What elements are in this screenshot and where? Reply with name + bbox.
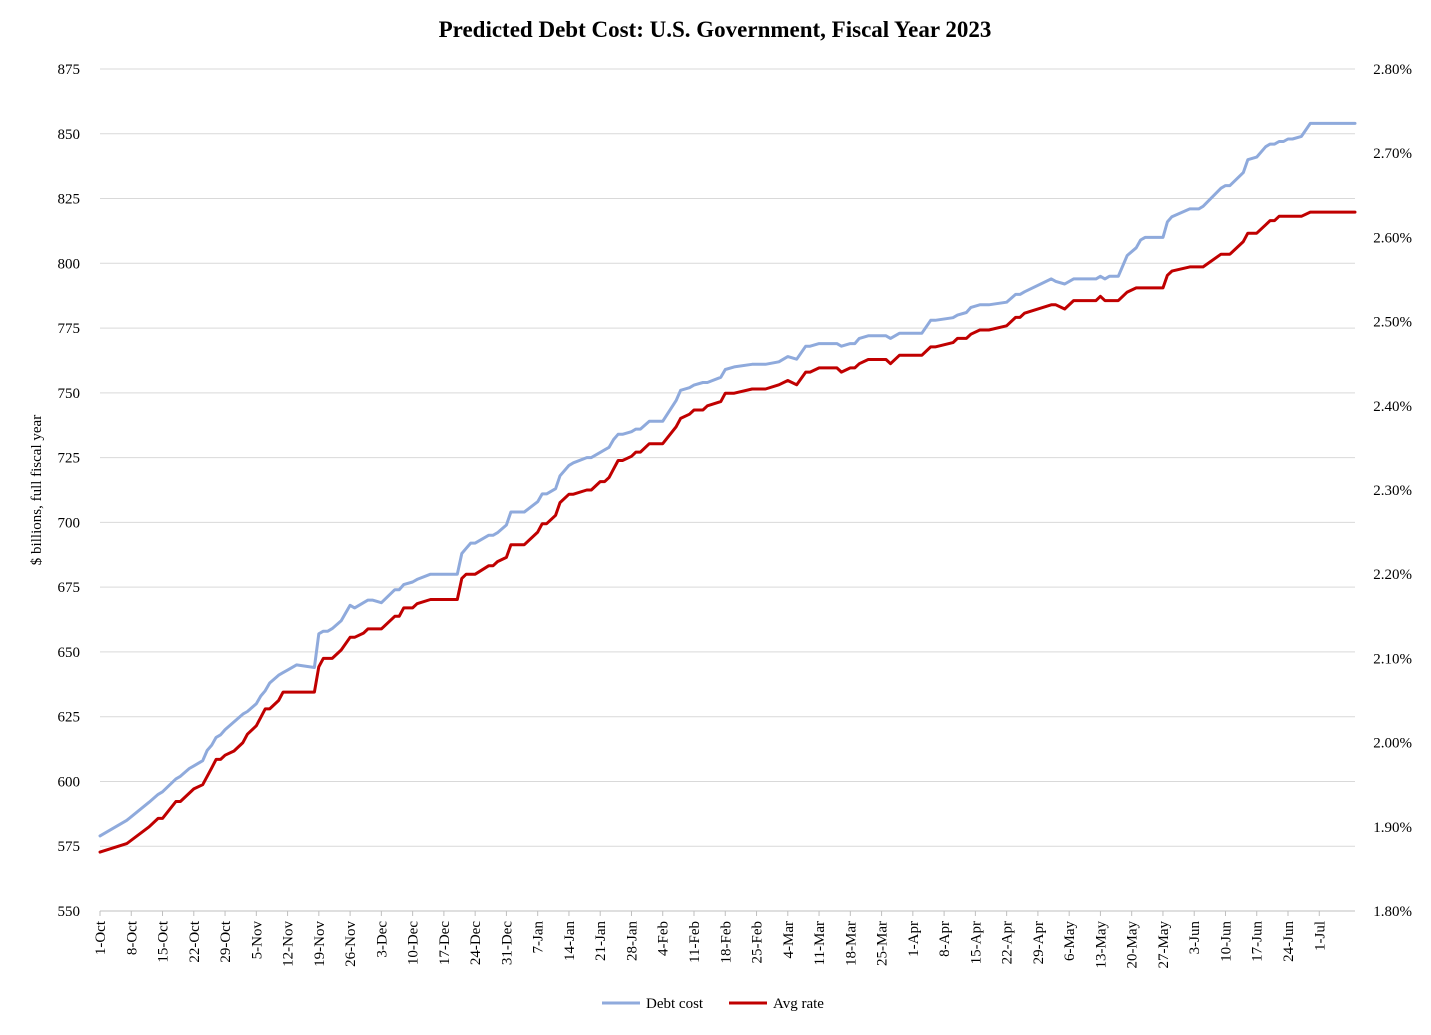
y-tick-label: 875 [58,62,81,78]
y-axis-ticks: 550 575 600 625 650 675 700 725 750 775 800 825 850 8… [58,62,81,920]
y-tick-label: 750 [58,386,81,402]
x-tick-label: 10-Dec [406,921,422,965]
y-tick-label: 550 [58,904,81,920]
y-tick-label: 825 [58,192,81,208]
y2-tick-label: 1.90% [1373,820,1412,836]
y2-tick-label: 2.80% [1373,62,1412,78]
y2-tick-label: 2.40% [1373,399,1412,415]
y2-tick-label: 2.30% [1373,483,1412,499]
x-tick-label: 22-Oct [187,920,203,962]
y-tick-label: 625 [58,710,81,726]
x-tick-label: 12-Nov [281,921,297,967]
series-lines [98,121,1357,854]
x-tick-label: 1-Oct [93,920,109,955]
x-tick-label: 4-Feb [656,921,672,956]
x-tick-label: 17-Dec [437,921,453,965]
chart-title: Predicted Debt Cost: U.S. Government, Fi… [439,17,992,42]
x-tick-label: 27-May [1156,921,1172,969]
y2-tick-label: 2.70% [1373,146,1412,162]
y2-tick-label: 2.10% [1373,651,1412,667]
y-tick-label: 575 [58,839,81,855]
x-tick-label: 13-May [1093,921,1109,969]
y-tick-label: 650 [58,645,81,661]
x-tick-label: 11-Feb [687,921,703,963]
x-tick-label: 4-Mar [781,921,797,959]
x-tick-label: 29-Oct [218,920,234,962]
x-tick-label: 29-Apr [1031,921,1047,964]
avg-rate-line [98,210,1357,854]
y2-tick-label: 2.60% [1373,230,1412,246]
y-tick-label: 800 [58,256,81,272]
x-tick-label: 25-Mar [875,921,891,966]
x-tick-label: 24-Jun [1281,921,1297,962]
x-tick-label: 20-May [1125,921,1141,969]
x-tick-label: 8-Apr [937,921,953,957]
y2-axis-ticks: 1.80% 1.90% 2.00% 2.10% 2.20% 2.30% 2.40% 2.50%… [1373,62,1412,920]
y-tick-label: 675 [58,580,81,596]
x-tick-label: 14-Jan [562,921,578,961]
x-tick-label: 18-Feb [718,921,734,964]
x-tick-label: 31-Dec [499,921,515,965]
x-tick-label: 1-Apr [906,921,922,957]
y-tick-label: 775 [58,321,81,337]
y2-tick-label: 2.20% [1373,567,1412,583]
x-tick-label: 21-Jan [593,921,609,961]
legend-label-debt-cost: Debt cost [646,996,704,1012]
x-tick-label: 25-Feb [750,921,766,964]
x-tick-label: 7-Jan [531,921,547,954]
x-tick-label: 3-Dec [374,921,390,958]
x-tick-label: 28-Jan [624,921,640,961]
x-tick-label: 5-Nov [249,921,265,960]
x-tick-label: 6-May [1062,921,1078,961]
x-axis-ticks: 1-Oct 8-Oct 15-Oct 22-Oct 29-Oct 5-Nov 12-Nov 1… [93,911,1328,969]
x-tick-label: 18-Mar [843,921,859,966]
x-tick-label: 8-Oct [124,920,140,955]
debt-cost-line [98,121,1357,838]
legend: Debt cost Avg rate [602,996,824,1012]
gridlines [100,68,1355,912]
y-tick-label: 850 [58,127,81,143]
y2-tick-label: 2.00% [1373,736,1412,752]
x-tick-label: 22-Apr [1000,921,1016,964]
y-tick-label: 725 [58,451,81,467]
legend-label-avg-rate: Avg rate [773,996,824,1012]
x-tick-label: 1-Jul [1312,921,1328,951]
x-tick-label: 19-Nov [312,921,328,967]
x-tick-label: 24-Dec [468,921,484,965]
x-tick-label: 11-Mar [812,921,828,965]
x-tick-label: 10-Jun [1218,921,1234,962]
y-tick-label: 600 [58,774,81,790]
y-axis-label: $ billions, full fiscal year [29,415,45,565]
y2-tick-label: 2.50% [1373,315,1412,331]
x-tick-label: 17-Jun [1250,921,1266,962]
y2-tick-label: 1.80% [1373,904,1412,920]
x-tick-label: 15-Oct [156,920,172,962]
x-tick-label: 3-Jun [1187,921,1203,955]
y-tick-label: 700 [58,515,81,531]
x-tick-label: 15-Apr [968,921,984,964]
x-tick-label: 26-Nov [343,921,359,967]
